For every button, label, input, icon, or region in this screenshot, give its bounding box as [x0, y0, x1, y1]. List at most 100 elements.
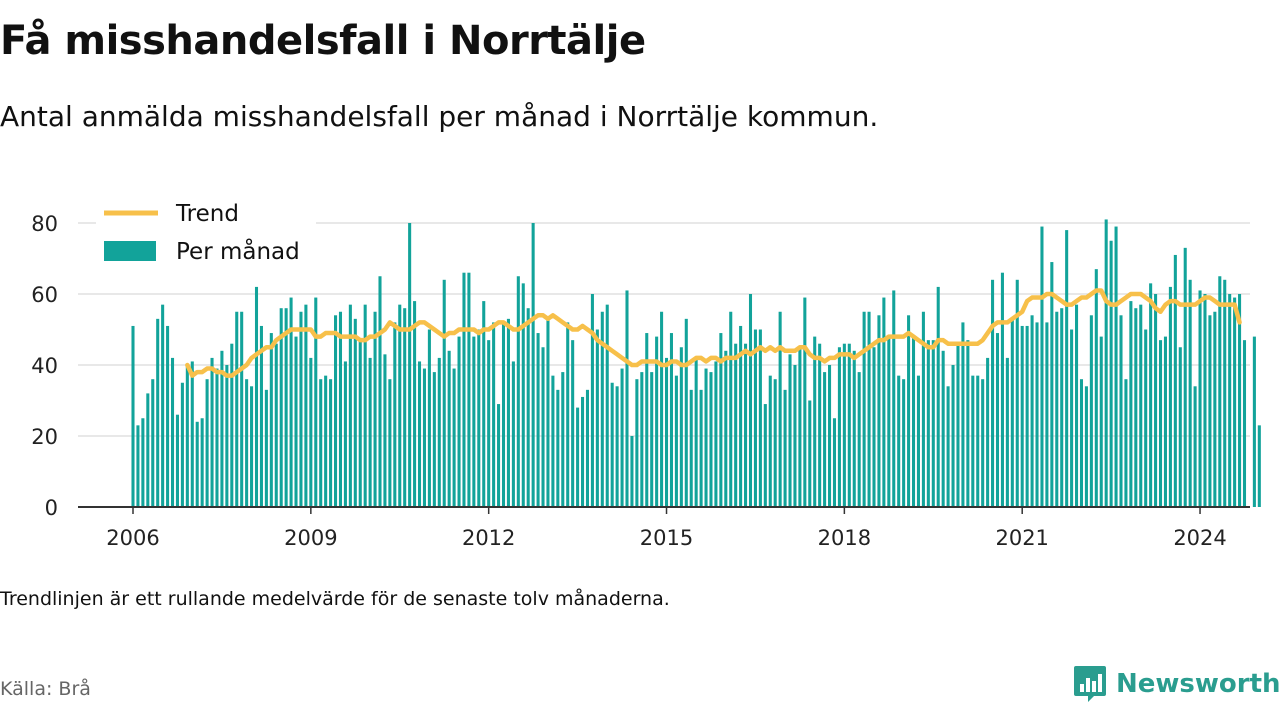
- bar: [595, 329, 599, 507]
- bar: [1242, 340, 1247, 507]
- brand-name: Newsworthy: [1116, 669, 1280, 699]
- y-tick-label: 0: [45, 496, 58, 520]
- legend-swatch-per-month: [104, 241, 156, 261]
- bar: [324, 375, 328, 507]
- bar: [1025, 325, 1029, 507]
- bar: [813, 336, 817, 507]
- bar: [1183, 247, 1187, 507]
- bar: [1109, 240, 1113, 507]
- bar: [669, 333, 673, 507]
- bar: [1163, 336, 1167, 507]
- bar: [1114, 226, 1118, 508]
- bar: [753, 329, 757, 507]
- bar: [348, 304, 352, 507]
- bar: [521, 283, 525, 507]
- bar: [1104, 219, 1108, 507]
- bar: [180, 382, 184, 507]
- bar: [368, 357, 372, 507]
- bar: [398, 304, 402, 507]
- bar: [417, 361, 422, 507]
- bar: [857, 372, 861, 507]
- bar: [403, 308, 407, 507]
- bar: [294, 336, 298, 507]
- bar: [907, 315, 911, 507]
- x-tick-label: 2015: [640, 526, 693, 550]
- bar: [615, 386, 619, 507]
- bar: [151, 379, 155, 507]
- bar: [1238, 294, 1242, 507]
- bar: [1208, 315, 1212, 507]
- bar: [1045, 322, 1049, 507]
- bar: [259, 325, 263, 507]
- bar: [1228, 294, 1232, 507]
- bar: [141, 418, 145, 507]
- bar: [650, 372, 654, 507]
- bar: [250, 386, 254, 507]
- bar: [995, 333, 1000, 507]
- bar: [319, 379, 323, 507]
- bar: [724, 350, 728, 507]
- bar: [1139, 304, 1143, 507]
- newsworthy-icon: [1074, 666, 1106, 702]
- bar: [1065, 230, 1069, 507]
- bar: [383, 354, 387, 507]
- trend-series: [185, 288, 1242, 378]
- bar: [408, 223, 412, 507]
- bar: [744, 343, 748, 507]
- bar-series: [131, 219, 1261, 508]
- bar: [422, 368, 426, 507]
- bar: [541, 347, 545, 507]
- bar: [314, 297, 318, 507]
- bar: [832, 418, 837, 507]
- y-tick-label: 80: [31, 212, 58, 236]
- bar: [872, 347, 876, 507]
- bar: [1252, 336, 1256, 507]
- bar: [1203, 294, 1207, 507]
- axes: 0 20 40 60 80 2006 2009 2012 2015 2018 2021 2024: [31, 212, 1250, 550]
- bar: [571, 340, 575, 507]
- chart-title: Få misshandelsfall i Norrtälje: [0, 18, 646, 64]
- bar: [1050, 262, 1054, 507]
- bar: [679, 347, 683, 507]
- bar: [269, 333, 273, 507]
- bar: [719, 333, 723, 507]
- bar: [457, 336, 461, 507]
- bar: [245, 379, 249, 507]
- x-tick-label: 2009: [284, 526, 337, 550]
- bar: [823, 372, 827, 507]
- x-tick-label: 2024: [1173, 526, 1226, 550]
- bar: [334, 315, 338, 507]
- bar: [714, 361, 718, 507]
- bar: [329, 379, 333, 507]
- bar: [788, 354, 792, 507]
- bar: [1070, 329, 1074, 507]
- bar: [378, 276, 382, 507]
- bar: [175, 414, 179, 507]
- bar: [131, 325, 135, 507]
- bar: [304, 304, 308, 507]
- bar: [472, 336, 476, 507]
- bar: [1075, 304, 1079, 507]
- bar: [447, 350, 451, 507]
- bar: [487, 340, 491, 507]
- brand-logo[interactable]: Newsworthy: [1072, 664, 1280, 704]
- bar: [1193, 386, 1197, 507]
- chart-note: Trendlinjen är ett rullande medelvärde f…: [0, 588, 670, 610]
- bar: [1000, 272, 1004, 507]
- bar: [1168, 286, 1172, 507]
- bar: [921, 311, 925, 507]
- bar: [1084, 386, 1088, 507]
- bar: [190, 361, 194, 507]
- bar: [1158, 340, 1163, 507]
- bar: [1124, 379, 1128, 507]
- bar: [413, 301, 417, 507]
- chart-subtitle: Antal anmälda misshandelsfall per månad …: [0, 100, 879, 133]
- bar: [1129, 301, 1133, 507]
- bar: [585, 389, 590, 507]
- bar: [877, 315, 881, 507]
- bar: [971, 375, 975, 507]
- bar: [783, 389, 787, 507]
- bar: [1060, 308, 1064, 507]
- bar: [763, 404, 767, 507]
- bar: [645, 333, 649, 507]
